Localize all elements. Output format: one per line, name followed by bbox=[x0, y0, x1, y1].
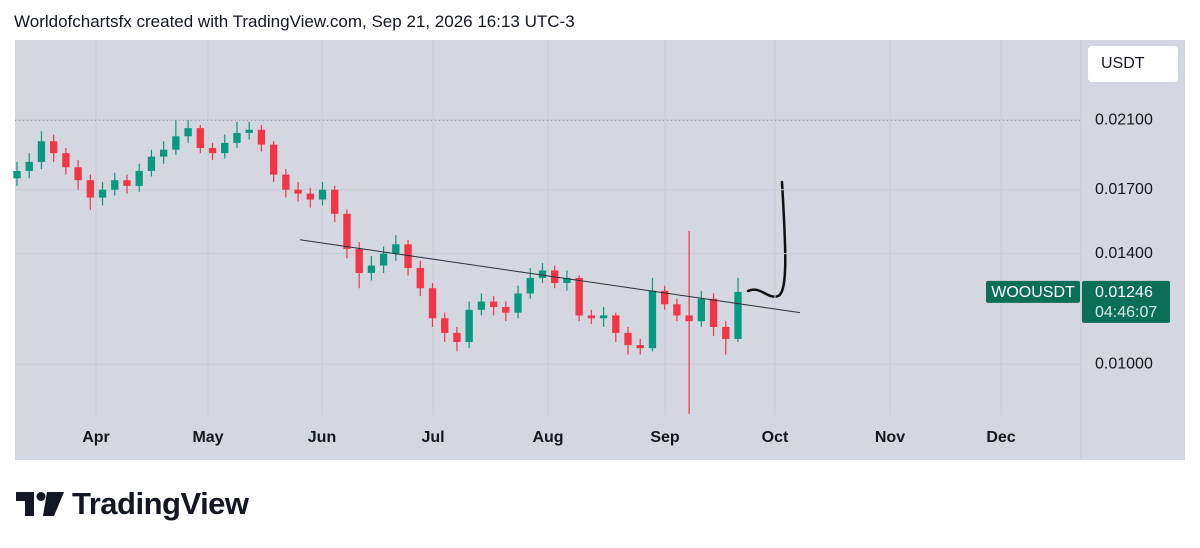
x-tick-label: Sep bbox=[650, 429, 680, 446]
candle-body bbox=[526, 277, 534, 294]
trendline bbox=[299, 239, 801, 314]
candle-body bbox=[379, 253, 388, 266]
candle-body bbox=[489, 301, 498, 308]
header: Worldofchartsfx created with TradingView… bbox=[14, 12, 575, 31]
symbol-label: WOOUSDT bbox=[991, 284, 1075, 301]
footer-brand: TradingView bbox=[72, 486, 249, 521]
x-tick-label: May bbox=[192, 429, 223, 446]
candle-body bbox=[343, 213, 351, 249]
candle-body bbox=[196, 128, 204, 148]
candle-body bbox=[62, 153, 70, 168]
candle-body bbox=[221, 142, 229, 154]
candle-body bbox=[13, 170, 21, 179]
candle-body bbox=[49, 141, 58, 154]
y-tick-label: 0.01400 bbox=[1095, 245, 1153, 262]
candle-body bbox=[661, 290, 669, 305]
y-tick-label: 0.01700 bbox=[1095, 181, 1153, 198]
candle-body bbox=[697, 298, 706, 322]
candle-body bbox=[294, 189, 302, 194]
candle-body bbox=[123, 180, 131, 186]
candle-body bbox=[722, 326, 730, 339]
footer: TradingView bbox=[16, 486, 249, 522]
candle-body bbox=[159, 149, 168, 157]
tradingview-logo bbox=[16, 492, 64, 516]
candle-body bbox=[98, 189, 107, 198]
candle-body bbox=[147, 156, 156, 171]
price-label: 0.01246 bbox=[1095, 284, 1153, 301]
candle-body bbox=[587, 315, 596, 319]
candle-body bbox=[477, 301, 486, 310]
x-tick-label: Nov bbox=[875, 429, 905, 446]
candle-body bbox=[709, 298, 718, 327]
y-tick-label: 0.02100 bbox=[1095, 111, 1153, 128]
candle-body bbox=[502, 307, 510, 313]
candle-body bbox=[331, 189, 339, 214]
candle-body bbox=[37, 141, 46, 162]
x-tick-label: Oct bbox=[762, 429, 789, 446]
candle-body bbox=[428, 288, 437, 319]
x-tick-label: Jun bbox=[308, 429, 336, 446]
candle-body bbox=[612, 315, 620, 333]
price-box bbox=[1082, 280, 1170, 323]
candle-body bbox=[538, 270, 547, 278]
candle-body bbox=[441, 318, 449, 333]
candle-body bbox=[648, 290, 657, 349]
candle-body bbox=[685, 315, 693, 322]
candle-body bbox=[355, 248, 363, 273]
candle-body bbox=[367, 265, 376, 273]
candle-body bbox=[208, 147, 217, 154]
candle-body bbox=[306, 193, 314, 200]
x-tick-label: Jul bbox=[421, 429, 444, 446]
candle-body bbox=[172, 136, 180, 150]
x-tick-label: Aug bbox=[532, 429, 563, 446]
candle-body bbox=[269, 144, 278, 175]
y-tick-label: 0.01000 bbox=[1095, 355, 1153, 372]
candle-body bbox=[404, 244, 412, 268]
candle-body bbox=[111, 180, 119, 190]
candle-body bbox=[734, 291, 742, 339]
candle-body bbox=[563, 277, 571, 284]
candle-body bbox=[465, 309, 473, 342]
candle-body bbox=[624, 332, 632, 346]
candle-body bbox=[453, 332, 461, 342]
candle-body bbox=[184, 128, 192, 137]
candle-body bbox=[86, 180, 94, 198]
currency-label: USDT bbox=[1101, 55, 1145, 72]
candle-body bbox=[74, 167, 82, 181]
countdown-label: 04:46:07 bbox=[1095, 304, 1157, 321]
chart-background bbox=[15, 40, 1185, 460]
candle-body bbox=[233, 132, 241, 143]
candle-body bbox=[245, 129, 253, 133]
candle-body bbox=[25, 161, 33, 171]
candle-body bbox=[636, 345, 644, 349]
x-tick-label: Apr bbox=[82, 429, 110, 446]
candle-body bbox=[575, 277, 583, 316]
candle-body bbox=[514, 293, 522, 313]
candle-body bbox=[599, 315, 608, 319]
candle-body bbox=[673, 304, 681, 316]
candle-body bbox=[135, 170, 143, 186]
currency-box[interactable] bbox=[1088, 46, 1178, 82]
candle-body bbox=[416, 267, 424, 289]
x-tick-label: Dec bbox=[986, 429, 1015, 446]
candle-body bbox=[257, 129, 266, 145]
symbol-box bbox=[986, 280, 1080, 303]
hand-drawn-arrow bbox=[746, 180, 787, 298]
candle-body bbox=[392, 244, 400, 254]
candle-body bbox=[282, 174, 290, 190]
candle-body bbox=[318, 189, 327, 200]
